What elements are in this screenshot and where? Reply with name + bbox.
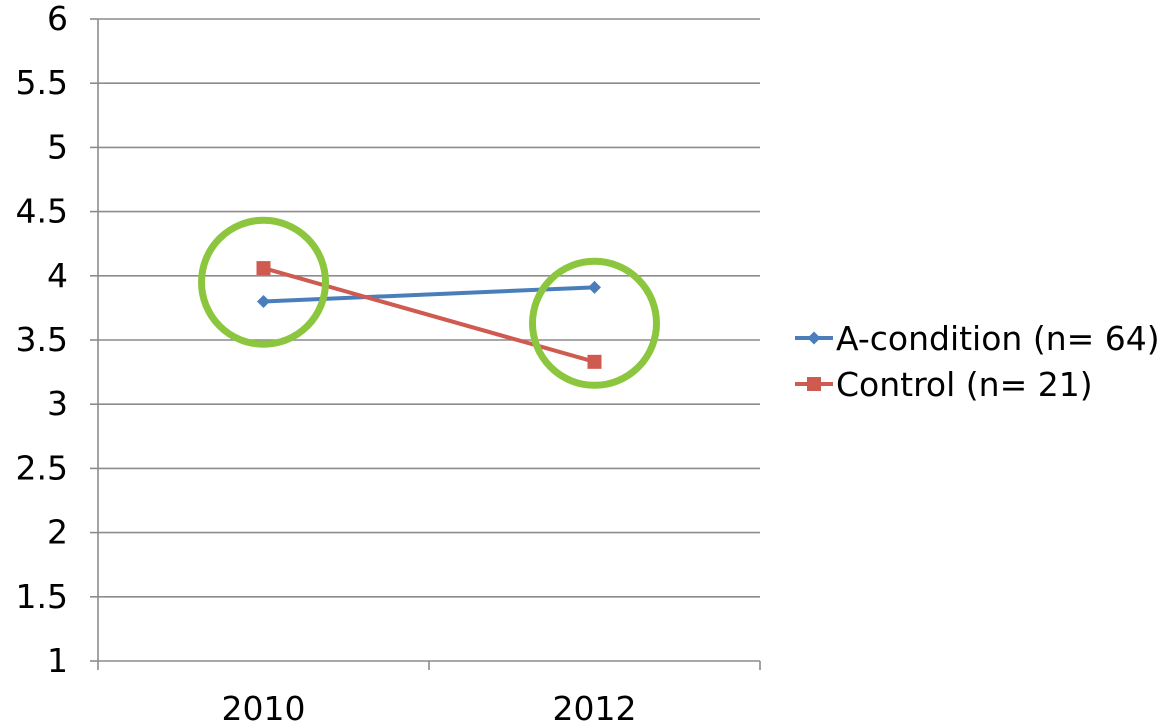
gridlines: [98, 18, 760, 598]
legend: A-condition (n= 64) Control (n= 21): [795, 319, 1160, 404]
axes: [90, 18, 761, 670]
y-tick-label: 2.5: [16, 448, 68, 487]
data-point: [256, 261, 271, 276]
data-point: [587, 354, 602, 369]
data-point: [588, 280, 601, 294]
y-axis-tick-labels: 1 1.5 2 2.5 3 3.5 4 4.5 5 5.5 6: [16, 0, 68, 680]
y-tick-label: 5: [47, 127, 68, 166]
y-tick-label: 4.5: [16, 192, 68, 231]
legend-item: A-condition (n= 64): [795, 319, 1160, 358]
y-tick-label: 2: [47, 513, 68, 552]
x-tick-label: 2012: [553, 689, 637, 726]
legend-label: Control (n= 21): [836, 365, 1093, 404]
highlight-circle: [198, 216, 329, 348]
x-axis-tick-labels: 2010 2012: [222, 689, 637, 726]
y-tick-label: 1: [47, 641, 68, 680]
x-tick-label: 2010: [222, 689, 306, 726]
legend-label: A-condition (n= 64): [836, 319, 1160, 358]
y-tick-label: 6: [47, 0, 68, 38]
annotation-circles: [198, 216, 660, 389]
legend-marker: [807, 331, 821, 345]
legend-item: Control (n= 21): [795, 365, 1093, 404]
y-tick-label: 3.5: [16, 320, 68, 359]
y-tick-label: 4: [47, 256, 68, 295]
legend-marker: [807, 377, 821, 391]
y-tick-label: 5.5: [16, 63, 68, 102]
y-tick-label: 1.5: [16, 577, 68, 616]
data-point: [257, 294, 270, 308]
highlight-circle: [529, 257, 660, 389]
y-tick-label: 3: [47, 384, 68, 423]
